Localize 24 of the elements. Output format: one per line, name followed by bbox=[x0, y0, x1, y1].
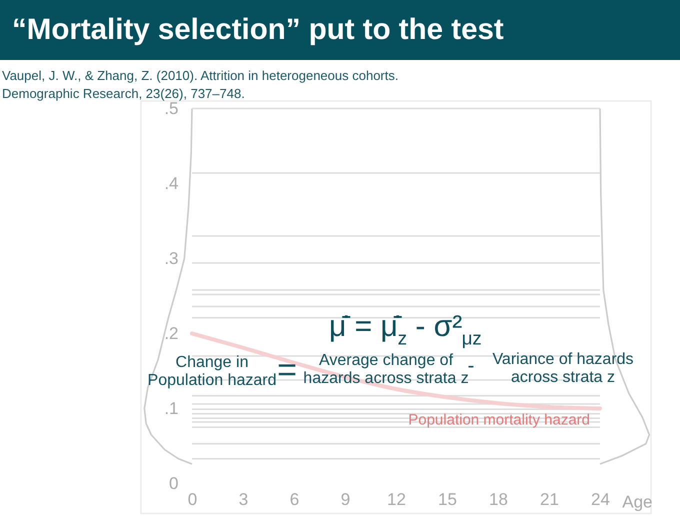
x-tick-label: 3 bbox=[238, 490, 248, 509]
annotation: - bbox=[468, 355, 474, 377]
x-tick-label: 6 bbox=[290, 490, 300, 509]
y-tick-label: .3 bbox=[164, 249, 178, 268]
y-tick-label: 0 bbox=[169, 474, 178, 493]
annotation: Vaupel, J. W., & Zhang, Z. (2010). Attrition in heterogeneous cohorts. Demographic Research, 23(26), 737–748. bbox=[2, 68, 398, 101]
y-tick-label: .4 bbox=[164, 174, 178, 193]
x-axis-title: Age bbox=[622, 492, 652, 512]
annotation: = bbox=[277, 351, 297, 389]
y-tick-label: .1 bbox=[164, 399, 178, 418]
annotation: Change in Population hazard bbox=[148, 354, 276, 389]
y-tick-label: .2 bbox=[164, 324, 178, 343]
annotation: Average change of hazards across strata z bbox=[303, 352, 469, 387]
y-tick-label: .5 bbox=[164, 99, 178, 118]
x-tick-label: 9 bbox=[340, 490, 350, 509]
x-tick-label: 15 bbox=[438, 490, 457, 509]
annotation: Variance of hazards across strata z bbox=[492, 351, 634, 386]
chart-title: “Mortality selection” put to the test bbox=[12, 13, 504, 46]
x-tick-label: 12 bbox=[387, 490, 406, 509]
series-label: Population mortality hazard bbox=[408, 412, 590, 428]
x-tick-label: 18 bbox=[489, 490, 508, 509]
x-tick-label: 24 bbox=[591, 490, 610, 509]
x-tick-label: 21 bbox=[540, 490, 559, 509]
x-tick-label: 0 bbox=[188, 490, 198, 509]
